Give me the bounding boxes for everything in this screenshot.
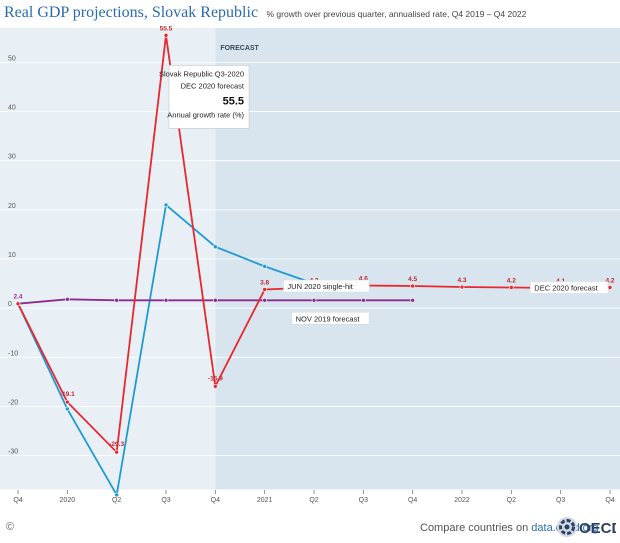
y-tick-label: 30 <box>8 154 16 161</box>
chart-subtitle: % growth over previous quarter, annualis… <box>266 9 527 19</box>
series-label-nov2019: NOV 2019 forecast <box>296 314 361 323</box>
data-label: 3.8 <box>260 279 269 286</box>
data-point-nov2019[interactable] <box>114 297 119 303</box>
data-point-nov2019[interactable] <box>163 297 169 303</box>
y-tick-label: 20 <box>8 203 16 210</box>
data-point-nov2019[interactable] <box>213 297 218 303</box>
data-label: 2.4 <box>13 294 22 301</box>
data-point-dec2020[interactable] <box>163 33 169 38</box>
data-point-nov2019[interactable] <box>311 297 317 303</box>
chart-title: Real GDP projections, Slovak Republic <box>4 4 259 21</box>
x-tick-label: Q4 <box>211 497 220 504</box>
tooltip-value: 55.5 <box>223 95 244 107</box>
series-label-box <box>283 279 370 293</box>
data-point-dec2020[interactable] <box>114 449 119 455</box>
y-tick-label: -10 <box>8 350 18 357</box>
series-label-dec2020: DEC 2020 forecast <box>534 284 598 293</box>
x-tick-label: Q4 <box>605 497 614 504</box>
data-point-nov2019[interactable] <box>262 297 267 303</box>
oecd-logo-text: OECD <box>579 520 616 537</box>
x-tick-label: 2021 <box>257 497 273 504</box>
tooltip-title: Slovak Republic Q3-2020 <box>159 69 244 78</box>
data-point-nov2019[interactable] <box>65 297 70 302</box>
data-point-jun2020[interactable] <box>114 492 119 498</box>
tooltip-unit: Annual growth rate (%) <box>167 110 244 119</box>
y-tick-label: 50 <box>8 55 16 62</box>
x-tick-label: Q4 <box>408 497 417 504</box>
data-point-jun2020[interactable] <box>213 244 218 250</box>
series-label-box <box>291 312 370 325</box>
data-point-dec2020[interactable] <box>509 285 514 290</box>
data-point-dec2020[interactable] <box>262 287 267 292</box>
y-tick-label: -30 <box>8 449 18 456</box>
data-label: -15.9 <box>208 375 223 382</box>
data-point-dec2020[interactable] <box>213 383 218 389</box>
x-tick-label: Q3 <box>161 497 170 504</box>
data-label: 55.5 <box>160 25 173 32</box>
data-point-nov2019[interactable] <box>410 297 415 303</box>
data-label: 4.6 <box>359 276 368 283</box>
x-tick-label: 2020 <box>60 497 76 504</box>
data-point-dec2020[interactable] <box>15 301 21 307</box>
tooltip-box <box>168 65 250 129</box>
gdp-line-chart: FORECAST -30 -20 -10 0 10 20 30 40 50 Q4 2020 Q2 Q3 Q4… <box>0 25 620 504</box>
copyright-symbol: © <box>6 521 15 533</box>
forecast-label: FORECAST <box>220 45 259 52</box>
x-tick-label: Q3 <box>556 497 565 504</box>
data-point-jun2020[interactable] <box>163 202 169 208</box>
data-point-dec2020[interactable] <box>459 284 465 290</box>
y-tick-label: 10 <box>8 252 16 259</box>
oecd-logo-icon[interactable]: OECD <box>556 514 616 540</box>
data-point-dec2020[interactable] <box>607 285 613 290</box>
x-tick-label: 2022 <box>454 497 470 504</box>
data-label: 4.2 <box>507 278 516 285</box>
data-label: 4.2 <box>605 278 614 285</box>
chart-header: Real GDP projections, Slovak Republic % … <box>4 4 526 22</box>
data-label: -29.3 <box>109 441 124 448</box>
series-label-box <box>530 281 609 294</box>
compare-prefix: Compare countries on <box>420 522 532 534</box>
tooltip-series: DEC 2020 forecast <box>181 81 245 90</box>
data-point-jun2020[interactable] <box>262 264 267 269</box>
data-point-nov2019[interactable] <box>361 297 366 303</box>
data-point-jun2020[interactable] <box>65 406 70 412</box>
data-point-dec2020[interactable] <box>65 399 70 405</box>
data-label: 4.5 <box>408 276 417 283</box>
x-tick-label: Q2 <box>507 497 516 504</box>
y-tick-label: -20 <box>8 399 18 406</box>
data-point-dec2020[interactable] <box>410 283 415 289</box>
x-tick-label: Q3 <box>359 497 368 504</box>
x-tick-label: Q2 <box>112 497 121 504</box>
chart-footer: © Compare countries on data.oecd.org OEC… <box>0 512 620 543</box>
x-tick-label: Q4 <box>13 497 22 504</box>
x-tick-label: Q2 <box>309 497 318 504</box>
data-label: 4.3 <box>457 277 466 284</box>
y-tick-label: 0 <box>8 301 12 308</box>
y-tick-label: 40 <box>8 105 16 112</box>
series-label-jun2020: JUN 2020 single-hit <box>287 282 353 291</box>
data-label: -19.1 <box>60 391 75 398</box>
